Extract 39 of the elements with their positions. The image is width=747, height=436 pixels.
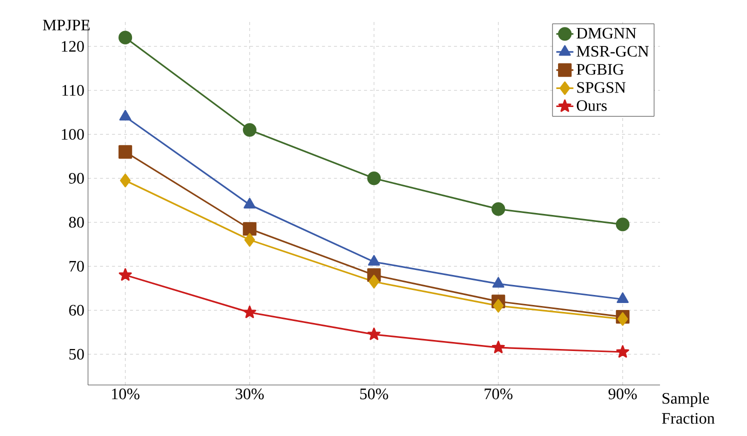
legend-label: Ours xyxy=(576,100,607,111)
point xyxy=(118,145,132,159)
point xyxy=(118,30,132,44)
x-tick-label: 50% xyxy=(360,388,388,400)
y-tick-label: 90 xyxy=(68,172,84,184)
y-tick-label: 60 xyxy=(69,304,84,316)
point xyxy=(616,345,630,358)
point xyxy=(368,255,380,266)
y-tick-label: 120 xyxy=(62,40,84,52)
legend-label: SPGSN xyxy=(577,82,626,93)
y-tick-label: 80 xyxy=(69,216,84,228)
y-tick-label: 110 xyxy=(62,84,84,96)
point xyxy=(118,268,132,281)
point xyxy=(492,277,504,288)
legend-label: MSR-GCN xyxy=(576,46,649,57)
y-tick-label: 70 xyxy=(70,260,84,272)
point xyxy=(367,328,381,340)
x-tick-label: 30% xyxy=(236,388,264,400)
point xyxy=(244,233,255,247)
legend-label: PGBIG xyxy=(576,64,624,75)
y-tick-label: 50 xyxy=(69,348,84,360)
point xyxy=(243,306,256,318)
x-tick-label: 90% xyxy=(608,388,637,400)
point xyxy=(492,202,506,216)
y-axis-title: MPJPE xyxy=(42,20,90,30)
y-tick-label: 100 xyxy=(62,128,84,140)
point xyxy=(120,174,131,188)
point xyxy=(242,222,256,236)
x-tick-label: 10% xyxy=(112,388,140,400)
point xyxy=(616,292,629,304)
x-axis-title: Sample Fraction xyxy=(662,392,715,424)
legend-label: DMGNN xyxy=(576,28,636,39)
point xyxy=(492,340,505,354)
point xyxy=(368,274,380,288)
x-tick-label: 70% xyxy=(484,388,512,400)
point xyxy=(616,218,630,232)
point xyxy=(242,123,256,137)
point xyxy=(367,172,381,186)
point xyxy=(493,299,504,313)
